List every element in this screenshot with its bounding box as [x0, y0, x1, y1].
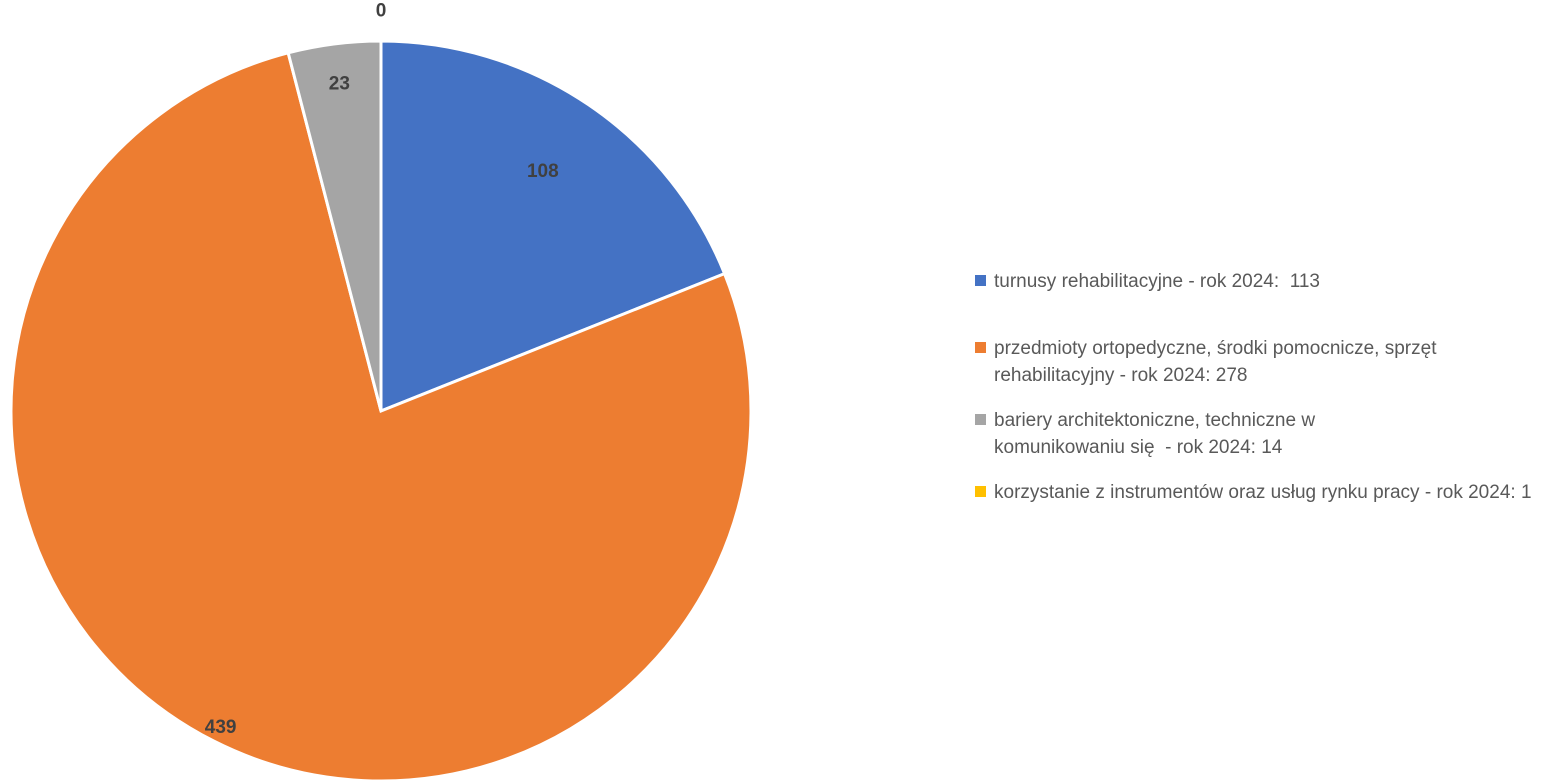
legend-item-bariery: bariery architektoniczne, techniczne w k… — [975, 407, 1555, 461]
legend-item-przedmioty: przedmioty ortopedyczne, środki pomocnic… — [975, 335, 1555, 389]
legend-swatch-blue — [975, 275, 986, 286]
data-label: 108 — [527, 161, 559, 182]
legend-label: przedmioty ortopedyczne, środki pomocnic… — [994, 338, 1442, 386]
data-label: 0 — [376, 0, 387, 21]
legend-label: bariery architektoniczne, techniczne w k… — [994, 410, 1321, 458]
legend-swatch-yellow — [975, 486, 986, 497]
legend-swatch-orange — [975, 342, 986, 353]
legend: turnusy rehabilitacyjne - rok 2024: 113 … — [975, 268, 1555, 524]
pie-slice — [9, 50, 753, 781]
legend-item-korzystanie: korzystanie z instrumentów oraz usług ry… — [975, 479, 1555, 506]
legend-label: turnusy rehabilitacyjne - rok 2024: 113 — [994, 271, 1320, 292]
data-label: 23 — [329, 73, 350, 94]
legend-swatch-gray — [975, 414, 986, 425]
legend-item-turnusy: turnusy rehabilitacyjne - rok 2024: 113 — [975, 268, 1555, 295]
data-label: 439 — [205, 717, 237, 738]
pie-slice — [379, 39, 727, 414]
legend-label: korzystanie z instrumentów oraz usług ry… — [994, 482, 1532, 503]
pie-slice — [286, 39, 383, 412]
